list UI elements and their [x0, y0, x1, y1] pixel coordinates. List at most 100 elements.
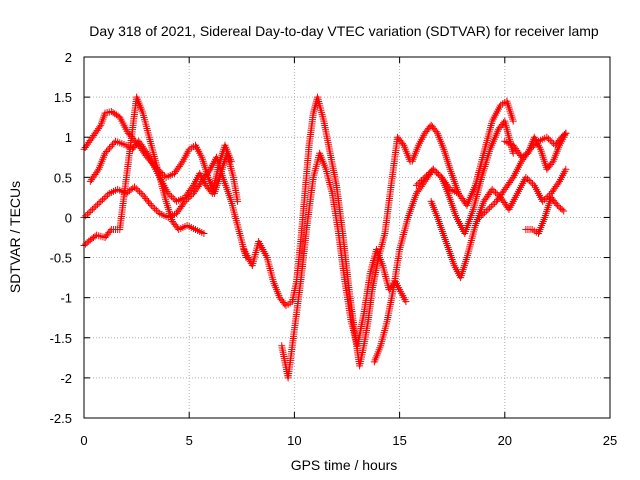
data-point: [402, 298, 410, 306]
data-point: [320, 117, 334, 155]
data-point: [116, 113, 131, 135]
series-track-6: [278, 149, 410, 382]
data-point: [480, 119, 496, 157]
data-point: [549, 143, 563, 165]
data-point: [95, 151, 108, 173]
data-point: [381, 184, 395, 237]
data-point: [101, 227, 114, 241]
data-point: [429, 165, 444, 180]
data-point: [534, 215, 548, 237]
data-point: [198, 167, 213, 185]
data-point: [139, 109, 153, 139]
data-point: [101, 139, 118, 157]
data-point: [303, 176, 317, 229]
data-point: [341, 278, 355, 324]
data-point: [543, 159, 556, 173]
data-point: [181, 183, 196, 201]
chart-title: Day 318 of 2021, Sidereal Day-to-day VTE…: [89, 23, 599, 39]
x-tick-label: 5: [186, 433, 193, 448]
data-point: [354, 312, 367, 350]
data-point: [505, 191, 520, 213]
x-axis-label: GPS time / hours: [291, 457, 398, 473]
data-point: [360, 272, 374, 318]
data-point: [101, 108, 113, 117]
data-point: [192, 141, 205, 159]
data-point: [442, 238, 458, 268]
data-point: [175, 222, 189, 233]
data-point: [556, 131, 569, 149]
data-point: [112, 137, 128, 148]
data-point: [164, 189, 179, 204]
y-axis-ticks: -2.5 -2 -1.5 -1 -0.5 0 0.5 1 1.5 2: [50, 50, 610, 426]
series-track-5: [240, 93, 414, 370]
data-point: [183, 221, 197, 232]
data-point: [221, 141, 234, 163]
data-point: [364, 288, 376, 326]
data-point: [393, 133, 407, 148]
y-tick-label: -2.5: [50, 411, 72, 426]
data-point: [335, 229, 349, 283]
data-point: [412, 179, 428, 197]
data-point: [509, 117, 517, 125]
data-point: [263, 254, 277, 283]
data-point: [501, 175, 516, 193]
data-point: [170, 159, 186, 177]
data-point: [154, 165, 169, 203]
data-point: [88, 199, 103, 213]
y-tick-label: 1.5: [54, 90, 72, 105]
data-point: [293, 240, 304, 286]
y-tick-label: -1.5: [50, 331, 72, 346]
data-point: [227, 157, 235, 165]
data-point: [404, 191, 420, 221]
y-tick-label: -2: [60, 371, 72, 386]
data-point: [130, 183, 145, 197]
data-point: [200, 229, 208, 237]
data-series: [80, 93, 570, 382]
data-point: [438, 173, 451, 195]
data-point: [97, 111, 108, 129]
data-point: [408, 143, 422, 165]
x-axis-ticks: 0 5 10 15 20 25: [80, 57, 617, 448]
data-point: [484, 199, 499, 213]
data-point: [162, 197, 176, 223]
data-point: [412, 175, 427, 189]
data-point: [509, 159, 525, 181]
data-point: [501, 117, 512, 139]
data-point: [297, 224, 311, 286]
series-track-13: [522, 193, 568, 237]
data-point: [528, 225, 540, 236]
data-point: [427, 197, 441, 219]
data-point: [396, 216, 411, 254]
data-point: [282, 299, 294, 310]
data-point: [255, 238, 270, 260]
series-track-4: [80, 93, 208, 250]
data-point: [457, 256, 470, 282]
data-point: [433, 213, 449, 244]
data-point: [93, 231, 107, 241]
data-point: [547, 179, 562, 197]
data-point: [168, 217, 181, 232]
data-point: [269, 278, 283, 300]
x-tick-label: 0: [80, 433, 87, 448]
data-point: [522, 173, 537, 188]
data-point: [560, 207, 568, 215]
y-tick-label: 1: [65, 130, 72, 145]
y-tick-label: -0.5: [50, 251, 72, 266]
data-point: [541, 195, 554, 221]
data-point: [227, 197, 243, 235]
data-point: [530, 133, 544, 151]
data-point: [133, 93, 146, 115]
data-point: [377, 320, 390, 350]
y-tick-label: -1: [60, 291, 72, 306]
data-point: [314, 93, 327, 123]
data-point: [476, 207, 490, 221]
data-point: [446, 185, 460, 196]
y-tick-label: 2: [65, 50, 72, 65]
data-point: [398, 290, 409, 304]
x-tick-label: 10: [287, 433, 301, 448]
data-point: [107, 108, 122, 120]
series-track-12: [501, 129, 570, 173]
data-point: [433, 129, 447, 151]
data-point: [562, 165, 570, 173]
